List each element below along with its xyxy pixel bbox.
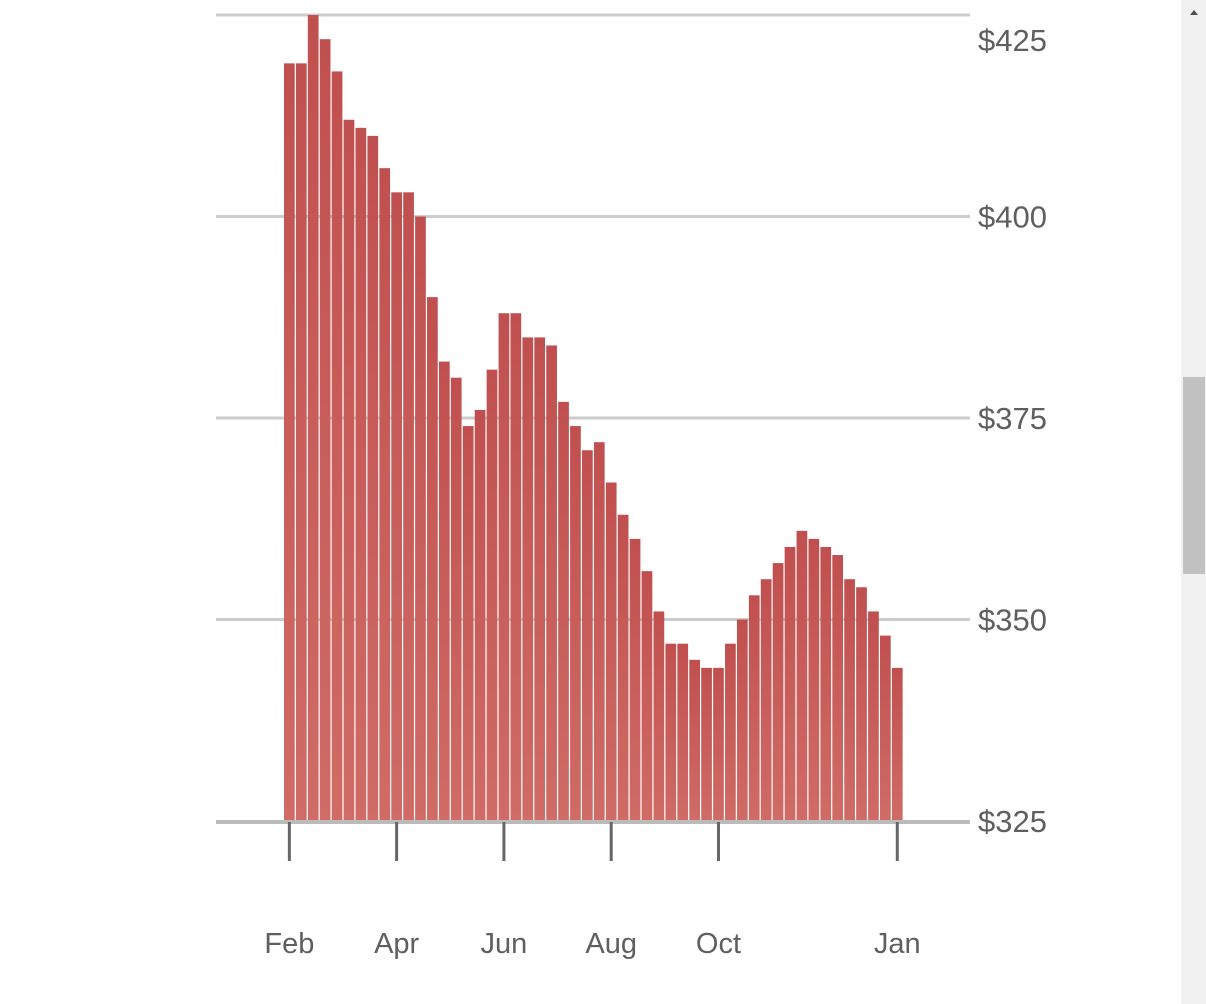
vertical-scrollbar[interactable] [1181, 0, 1206, 1004]
bar [510, 313, 522, 821]
bar [772, 563, 784, 821]
bar [582, 450, 593, 821]
scrollbar-thumb[interactable] [1183, 377, 1205, 574]
price-bar-chart: $325 $350 $375 $400 $425 Feb Apr Jun Aug Oct Jan [216, 13, 1047, 960]
bar [343, 119, 355, 821]
bar [796, 530, 808, 821]
bar [593, 442, 605, 821]
bar [474, 409, 486, 821]
bar [450, 377, 462, 821]
y-axis-labels: $325 $350 $375 $400 $425 [978, 23, 1047, 839]
bar [307, 15, 319, 821]
bar [415, 216, 426, 821]
x-tick-label: Apr [374, 928, 419, 960]
bar [713, 667, 724, 821]
x-tick-label: Oct [696, 928, 741, 960]
bar [891, 667, 903, 821]
bar [570, 426, 581, 821]
bar [844, 579, 855, 821]
bar [748, 595, 760, 821]
bar [462, 426, 474, 821]
bar [498, 313, 510, 821]
y-tick-label: $325 [978, 804, 1047, 839]
bar [319, 39, 331, 822]
y-tick-label: $425 [978, 23, 1047, 58]
bar [295, 63, 307, 822]
bar [880, 635, 891, 821]
bar [665, 643, 677, 821]
x-tick-label: Jun [481, 928, 528, 960]
bar [617, 514, 629, 821]
bars [284, 15, 903, 822]
bar [486, 369, 498, 821]
y-tick-label: $400 [978, 200, 1047, 235]
bar [832, 555, 844, 821]
scroll-up-arrow-icon[interactable] [1181, 0, 1206, 24]
bar [760, 579, 772, 821]
bar [438, 361, 450, 821]
x-tick-label: Jan [874, 928, 921, 960]
bar [701, 667, 712, 821]
bar [856, 587, 867, 821]
bar [784, 546, 796, 821]
bar [808, 538, 820, 821]
bar [677, 643, 689, 821]
bar [868, 611, 879, 821]
bar [355, 127, 367, 822]
bar [629, 538, 641, 821]
bar [427, 297, 438, 822]
bar [558, 401, 569, 821]
bar [534, 337, 546, 821]
bar [379, 168, 391, 821]
bar [725, 643, 736, 821]
bar [605, 482, 617, 821]
y-tick-label: $350 [978, 603, 1047, 638]
x-tick-label: Feb [264, 928, 314, 960]
bar [522, 337, 534, 821]
x-axis-labels: Feb Apr Jun Aug Oct Jan [264, 928, 920, 960]
y-tick-label: $375 [978, 401, 1047, 436]
bar [641, 571, 653, 821]
x-tick-label: Aug [585, 928, 637, 960]
x-axis [216, 820, 970, 861]
bar [284, 63, 295, 822]
bar [820, 546, 832, 821]
bar [367, 135, 379, 821]
bar [403, 192, 414, 821]
bar [689, 659, 700, 821]
bar [331, 71, 343, 822]
bar [653, 611, 665, 821]
bar [391, 192, 402, 821]
bar [736, 619, 748, 821]
bar [546, 345, 557, 821]
